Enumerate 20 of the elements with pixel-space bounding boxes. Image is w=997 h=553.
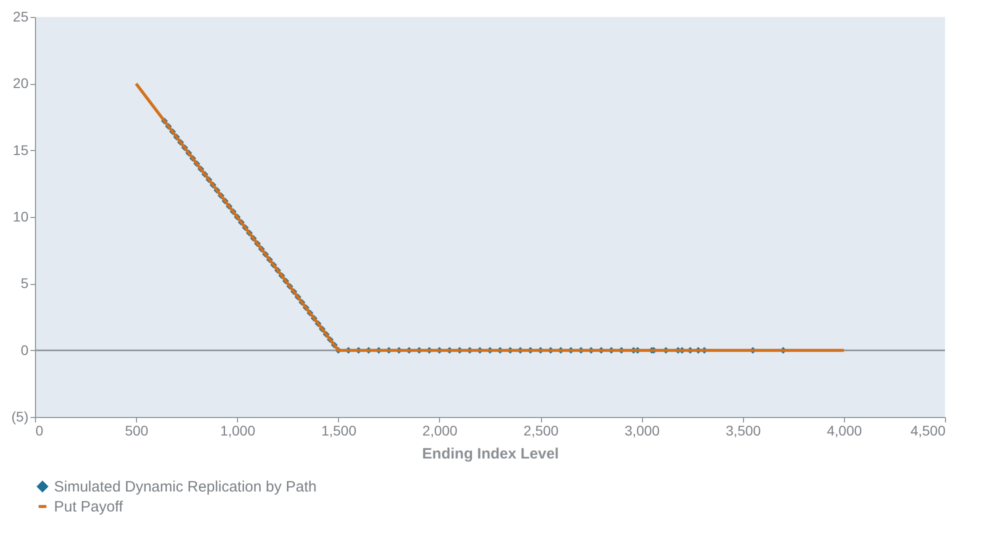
legend-label: Simulated Dynamic Replication by Path <box>54 478 317 496</box>
y-tick-label: 15 <box>12 142 29 158</box>
y-tick-label: 5 <box>20 275 29 292</box>
x-tick-label: 0 <box>36 422 44 438</box>
y-tick-label: 10 <box>12 208 29 224</box>
x-tick-label: 3,000 <box>624 422 660 438</box>
y-tick-label: 20 <box>12 75 29 92</box>
x-tick-label: 2,000 <box>422 422 458 438</box>
x-tick-label: 500 <box>124 422 149 438</box>
x-tick-label: 4,500 <box>910 422 946 438</box>
x-tick-label: 3,500 <box>726 422 761 438</box>
x-tick-label: 4,000 <box>826 422 862 438</box>
x-tick-label: 1,500 <box>321 422 357 438</box>
y-tick-label: (5) <box>11 408 28 424</box>
x-tick-label: 1,000 <box>220 422 256 438</box>
legend-label: Put Payoff <box>54 498 124 516</box>
y-tick-label: 25 <box>12 8 29 24</box>
x-tick-label: 2,500 <box>524 422 559 438</box>
x-axis-title: Ending Index Level <box>422 446 559 462</box>
y-tick-label: 0 <box>20 342 29 358</box>
